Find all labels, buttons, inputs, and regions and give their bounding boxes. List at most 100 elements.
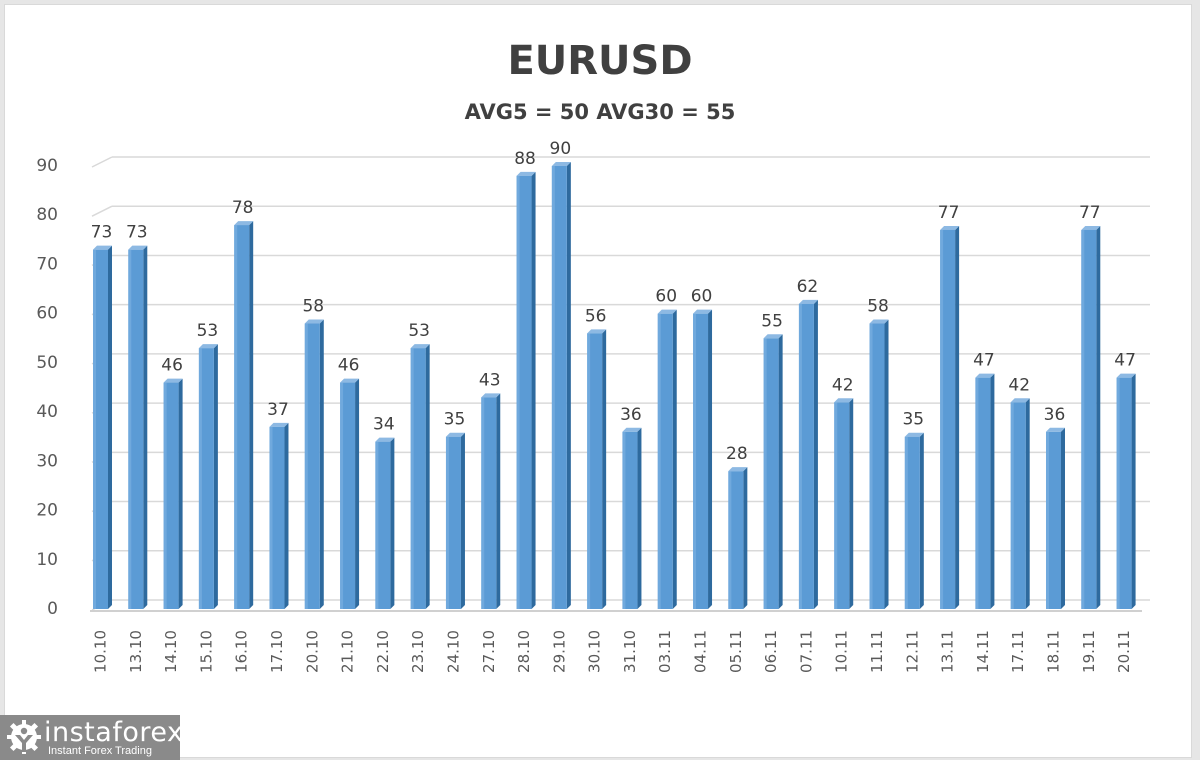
bar-value-label: 78 [232,198,254,218]
x-tick-label: 11.11 [868,630,886,673]
bar-value-label: 46 [161,356,183,376]
bar-value-label: 36 [1044,405,1066,425]
bar [904,432,924,609]
x-tick-label: 18.11 [1044,630,1062,673]
x-tick-label: 28.10 [515,630,533,673]
bar-value-label: 56 [585,306,607,326]
bar [834,398,854,609]
y-tick-label: 70 [36,254,58,274]
x-tick-label: 14.11 [974,630,992,673]
x-tick-label: 22.10 [374,630,392,673]
x-tick-label: 31.10 [621,630,639,673]
x-tick-label: 17.11 [1009,630,1027,673]
bar [763,334,783,609]
bar [516,171,536,609]
bar [1081,225,1101,609]
y-tick-label: 30 [36,451,58,471]
x-tick-label: 20.10 [303,630,321,673]
logo-wordmark: instaforex [44,717,184,748]
data-labels: 73 73 46 53 78 37 58 46 34 53 35 43 88 90 56 36 60 60 28 55… [91,139,1136,464]
x-tick-label: 19.11 [1080,630,1098,673]
bar [551,162,571,609]
chart-title: EURUSD [507,38,693,84]
bar [975,373,995,609]
bar-value-label: 77 [1079,203,1101,223]
bar-value-label: 35 [444,410,466,430]
bar-value-label: 58 [867,297,889,317]
bar [587,329,607,609]
bar [728,467,748,609]
bar-value-label: 36 [620,405,642,425]
bar [269,422,289,609]
bar-value-label: 42 [832,375,854,395]
bar-value-label: 58 [302,297,324,317]
gear-person-icon [7,720,41,754]
y-tick-label: 20 [36,501,58,521]
y-tick-label: 80 [36,205,58,225]
y-tick-label: 50 [36,353,58,373]
x-tick-label: 30.10 [586,630,604,673]
x-tick-label: 27.10 [480,630,498,673]
x-tick-label: 15.10 [197,630,215,673]
y-tick-label: 40 [36,402,58,422]
bar-value-label: 43 [479,370,501,390]
bar-value-label: 60 [655,287,677,307]
bar-value-label: 53 [408,321,430,341]
bar-value-label: 37 [267,400,289,420]
bar [940,225,960,609]
bar [198,344,218,609]
bar-value-label: 47 [1114,351,1136,371]
x-tick-label: 14.10 [162,630,180,673]
bar-value-label: 88 [514,149,536,169]
y-tick-label: 90 [36,156,58,176]
bar [1010,398,1030,609]
bar [93,245,112,609]
bar [869,319,889,609]
x-tick-label: 24.10 [444,630,462,673]
bar-value-label: 34 [373,415,395,435]
x-tick-label: 03.11 [656,630,674,673]
bar-value-label: 28 [726,444,748,464]
x-tick-label: 07.11 [797,630,815,673]
x-tick-label: 12.11 [903,630,921,673]
y-tick-label: 60 [36,304,58,324]
x-tick-label: 05.11 [727,630,745,673]
bar-value-label: 90 [550,139,572,159]
x-tick-label: 06.11 [762,630,780,673]
bar [163,378,183,609]
bar-value-label: 53 [197,321,219,341]
x-tick-label: 10.11 [833,630,851,673]
bar-value-label: 73 [126,223,148,243]
chart-subtitle: AVG5 = 50 AVG30 = 55 [464,100,736,124]
x-tick-label: 16.10 [233,630,251,673]
y-axis: 0 10 20 30 40 50 60 70 80 90 [36,156,58,619]
x-tick-label: 20.11 [1115,630,1133,673]
instaforex-logo: instaforex Instant Forex Trading [0,715,184,760]
bar [234,221,254,610]
bars [93,162,1136,610]
bar [340,378,360,609]
bar-value-label: 77 [938,203,960,223]
x-tick-label: 17.10 [268,630,286,673]
bar [410,344,430,609]
y-tick-label: 0 [47,599,58,619]
bar [622,427,642,609]
x-tick-label: 10.10 [92,630,110,673]
bar [1116,373,1136,609]
bar [693,309,713,609]
x-tick-label: 23.10 [409,630,427,673]
bar [375,437,395,609]
bar-value-label: 35 [902,410,924,430]
x-tick-label: 21.10 [339,630,357,673]
bar-value-label: 60 [691,287,713,307]
bar [304,319,324,609]
bar [657,309,677,609]
bar [481,393,501,609]
logo-tagline: Instant Forex Trading [48,745,152,757]
bar [445,432,465,609]
bar-value-label: 55 [761,311,783,331]
bar [1045,427,1065,609]
y-tick-label: 10 [36,550,58,570]
x-tick-label: 13.10 [127,630,145,673]
